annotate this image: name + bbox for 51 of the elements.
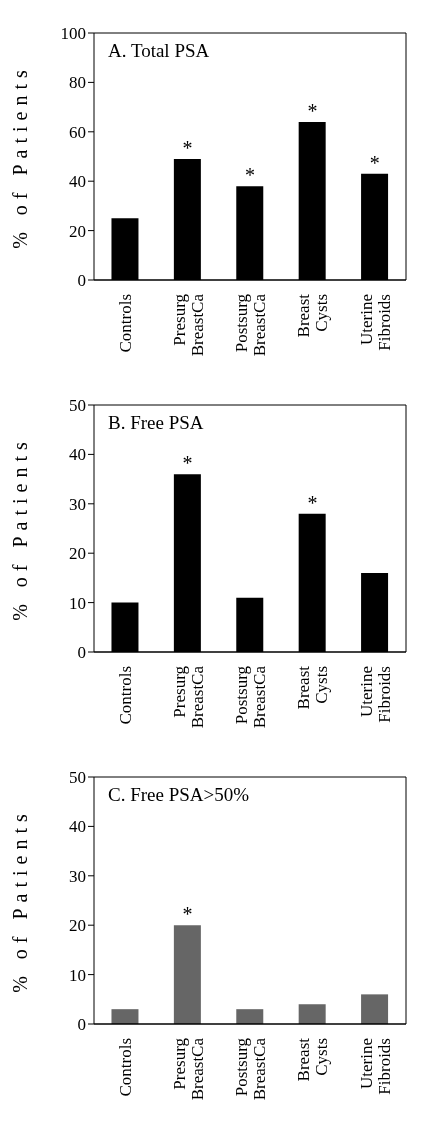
y-tick-label: 80 [69, 73, 86, 93]
annotation: * [182, 136, 193, 159]
y-tick-label: 40 [69, 445, 86, 465]
y-tick-label: 0 [77, 643, 86, 663]
x-tick-label: Presurg BreastCa [169, 1037, 207, 1101]
y-axis-title: % of Patients [9, 64, 32, 249]
x-tick-label: Uterine Fibroids [356, 666, 394, 723]
y-tick-label: 60 [69, 122, 86, 142]
y-tick-label: 0 [77, 271, 86, 291]
x-tick-label: Postsurg BreastCa [232, 665, 269, 729]
bar [236, 1009, 264, 1024]
bar [361, 994, 389, 1024]
chart-title: A. Total PSA [108, 40, 210, 62]
x-tick-label: Breast Cysts [294, 293, 332, 338]
annotation: * [369, 151, 380, 174]
y-tick-label: 20 [69, 544, 86, 564]
bar [111, 1009, 139, 1024]
y-axis-title: % of Patients [9, 808, 32, 993]
x-tick-label: Controls [116, 1038, 136, 1097]
y-tick-label: 10 [69, 593, 86, 613]
x-tick-label: Presurg BreastCa [169, 293, 207, 357]
x-tick-label: Uterine Fibroids [356, 294, 394, 351]
bar [173, 925, 201, 1024]
y-tick-label: 40 [69, 817, 86, 837]
y-tick-label: 40 [69, 172, 86, 192]
x-tick-label: Breast Cysts [294, 1037, 332, 1082]
x-tick-label: Postsurg BreastCa [232, 1037, 269, 1101]
x-tick-label: Postsurg BreastCa [232, 293, 269, 357]
y-tick-label: 20 [69, 221, 86, 241]
annotation: * [182, 452, 193, 475]
x-tick-label: Controls [116, 666, 136, 725]
y-tick-label: 30 [69, 494, 86, 514]
y-axis-title: % of Patients [9, 436, 32, 621]
chart-title: B. Free PSA [108, 412, 204, 434]
y-tick-label: 30 [69, 866, 86, 886]
y-tick-label: 0 [77, 1015, 86, 1035]
x-tick-label: Uterine Fibroids [356, 1038, 394, 1095]
annotation: * [307, 99, 318, 122]
bar [298, 1004, 326, 1024]
annotation: * [245, 164, 255, 187]
x-tick-label: Controls [116, 294, 136, 353]
y-tick-label: 100 [60, 24, 86, 44]
annotation: * [182, 903, 193, 926]
y-tick-label: 50 [69, 768, 86, 788]
x-tick-label: Presurg BreastCa [169, 665, 207, 729]
y-tick-label: 50 [69, 396, 86, 416]
chart-title: C. Free PSA>50% [108, 784, 250, 806]
y-tick-label: 20 [69, 916, 86, 936]
annotation: * [307, 491, 318, 514]
y-tick-label: 10 [69, 965, 86, 985]
x-tick-label: Breast Cysts [294, 665, 332, 710]
